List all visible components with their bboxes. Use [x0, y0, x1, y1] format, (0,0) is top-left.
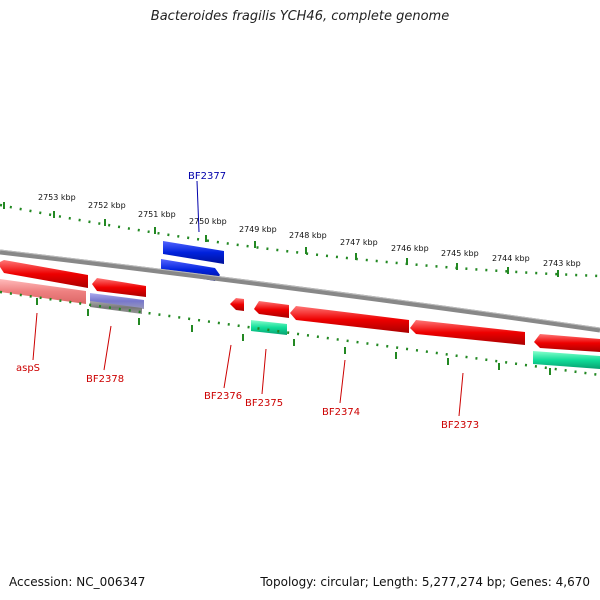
tick-label: 2745 kbp [441, 249, 479, 258]
gene-aspS-shadow [0, 279, 86, 304]
gene-right-red [534, 334, 600, 352]
gene-bf2375-green [251, 320, 287, 335]
gene-bf2373 [410, 320, 525, 345]
map-title: Bacteroides fragilis YCH46, complete gen… [150, 9, 450, 24]
major-ticks [3, 202, 559, 277]
gene-label-bf2373: BF2373 [441, 420, 479, 431]
accession-label: Accession: NC_006347 [9, 575, 146, 589]
gene-bf2377-top [163, 241, 224, 264]
gene-label-aspS: aspS [16, 363, 40, 374]
gene-label-bf2377: BF2377 [188, 171, 226, 182]
tick-label: 2753 kbp [38, 193, 76, 202]
gene-label-bf2378: BF2378 [86, 374, 124, 385]
gene-labels: BF2377 aspS BF2378 BF2376 BF2375 BF2374 … [16, 171, 479, 431]
gene-bf2378 [92, 278, 146, 297]
scale-track: 2753 kbp 2752 kbp 2751 kbp 2750 kbp 2749… [0, 193, 600, 278]
tick-label: 2749 kbp [239, 225, 277, 234]
reverse-features [0, 260, 600, 369]
gene-aspS [0, 260, 88, 288]
tick-label: 2747 kbp [340, 238, 378, 247]
genome-backbone [0, 249, 600, 333]
genome-stats: Topology: circular; Length: 5,277,274 bp… [260, 575, 590, 589]
gene-label-bf2374: BF2374 [322, 407, 360, 418]
gene-bf2378-shadow-a [90, 293, 144, 309]
tick-label: 2748 kbp [289, 231, 327, 240]
gene-bf2374 [290, 306, 409, 333]
tick-label: 2750 kbp [189, 217, 227, 226]
tick-label: 2752 kbp [88, 201, 126, 210]
lower-track [0, 290, 600, 377]
gene-right-green [533, 351, 600, 369]
tick-label: 2744 kbp [492, 254, 530, 263]
tick-label: 2746 kbp [391, 244, 429, 253]
gene-label-bf2376: BF2376 [204, 391, 242, 402]
tick-label: 2743 kbp [543, 259, 581, 268]
gene-label-bf2375: BF2375 [245, 398, 283, 409]
gene-bf2375 [254, 301, 289, 318]
gene-bf2376 [230, 298, 244, 311]
tick-label: 2751 kbp [138, 210, 176, 219]
